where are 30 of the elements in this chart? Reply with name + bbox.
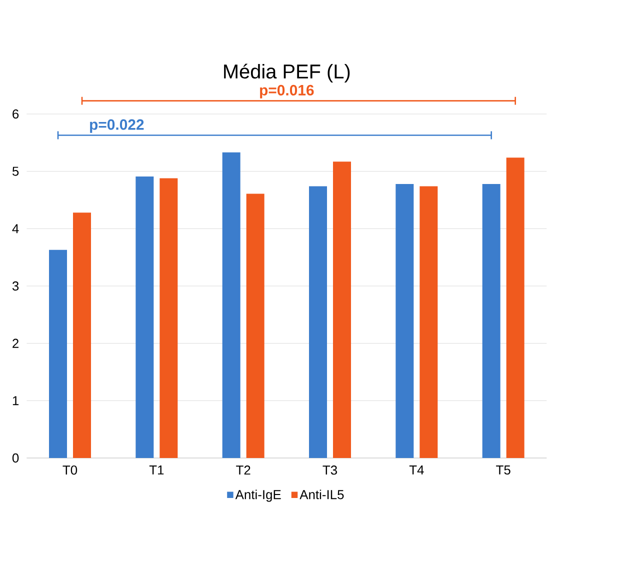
bar (482, 184, 500, 458)
x-tick-label: T2 (236, 466, 250, 475)
bar (49, 250, 67, 458)
bar (396, 184, 414, 458)
bar (136, 176, 154, 458)
bar (420, 186, 438, 458)
legend-label: Anti-IgE (235, 490, 281, 502)
x-tick-label: T4 (409, 466, 424, 474)
x-tick-label: T1 (149, 466, 164, 474)
y-tick-label: 6 (12, 109, 19, 119)
bar (160, 178, 178, 458)
chart-title: Média PEF (L) (224, 64, 350, 83)
bar (506, 158, 524, 458)
text: p=0.016 (260, 84, 314, 98)
bar (333, 162, 351, 458)
x-tick-label: T5 (496, 466, 510, 475)
y-tick-label: 1 (12, 396, 19, 406)
annotation: p=0.022 (90, 119, 144, 133)
y-tick-label: 2 (12, 338, 18, 348)
x-tick-label: T3 (322, 466, 337, 475)
bar (73, 212, 91, 458)
bar (246, 194, 264, 458)
y-tick-label: 4 (12, 224, 19, 234)
bar (222, 152, 240, 458)
y-tick-label: 3 (12, 281, 19, 291)
y-tick-label: 5 (12, 166, 19, 176)
x-tick-label: T0 (62, 466, 78, 475)
y-tick-label: 0 (12, 453, 19, 463)
legend-label: Anti-IL5 (300, 490, 344, 500)
bar (309, 186, 327, 458)
